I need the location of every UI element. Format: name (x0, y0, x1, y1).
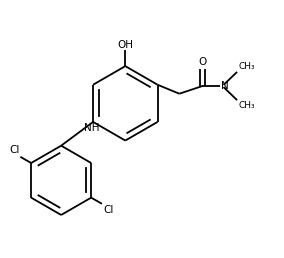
Text: Cl: Cl (9, 145, 19, 155)
Text: O: O (198, 57, 206, 67)
Text: NH: NH (83, 123, 99, 133)
Text: CH₃: CH₃ (238, 62, 255, 71)
Text: CH₃: CH₃ (238, 101, 255, 110)
Text: OH: OH (117, 40, 133, 50)
Text: N: N (221, 81, 229, 91)
Text: Cl: Cl (103, 205, 113, 215)
